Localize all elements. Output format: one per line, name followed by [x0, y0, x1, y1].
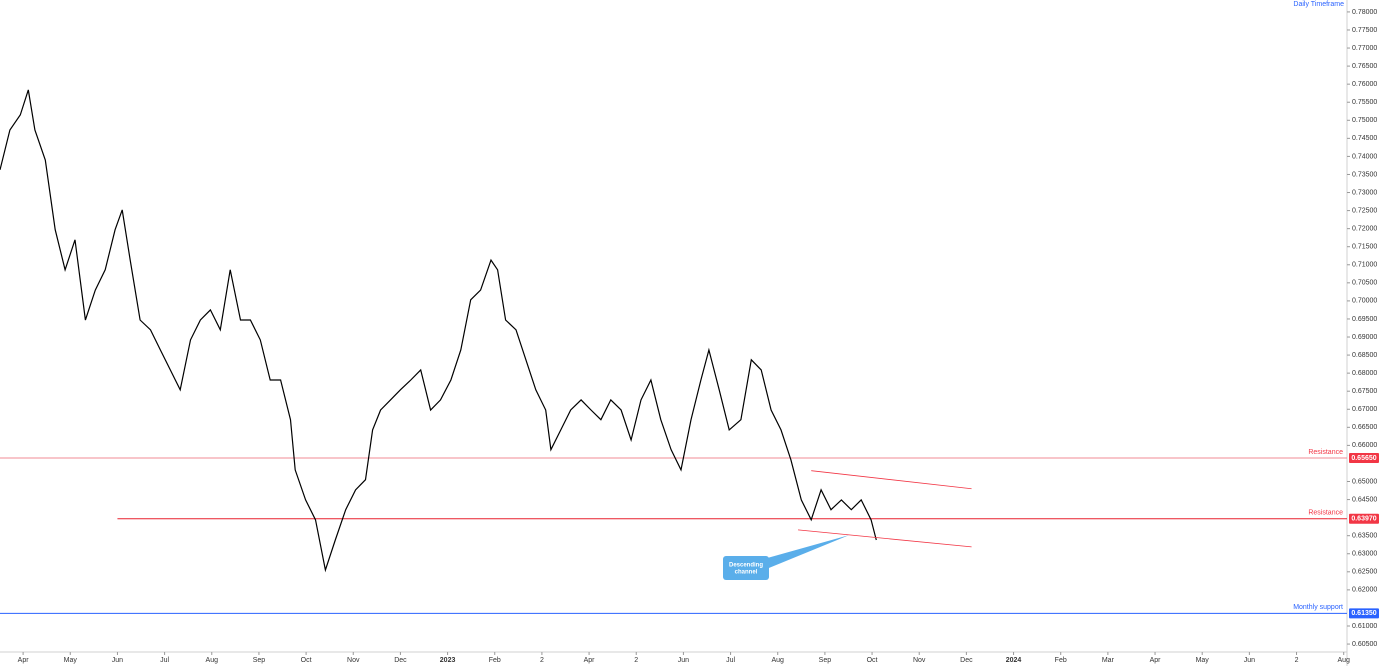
channel-line [797, 529, 972, 548]
x-tick-label: Nov [347, 657, 360, 664]
level-text: Resistance [1308, 449, 1343, 456]
x-tick-label: Feb [1055, 657, 1067, 664]
chart-title: Daily Timeframe [1293, 1, 1344, 8]
y-tick-label: 0.71000 [1352, 262, 1377, 269]
y-tick-label: 0.73500 [1352, 171, 1377, 178]
x-tick-label: 2 [540, 657, 544, 664]
price-tag-label: 0.65650 [1351, 455, 1376, 462]
price-tag-label: 0.63970 [1351, 516, 1376, 523]
y-tick-label: 0.73000 [1352, 189, 1377, 196]
y-tick-label: 0.71500 [1352, 244, 1377, 251]
price-tag-label: 0.61350 [1351, 610, 1376, 617]
x-tick-label: Jul [160, 657, 169, 664]
y-tick-label: 0.65000 [1352, 478, 1377, 485]
y-tick-label: 0.78000 [1352, 9, 1377, 16]
x-tick-label: Sep [253, 657, 266, 664]
y-tick-label: 0.66000 [1352, 442, 1377, 449]
x-tick-label: 2024 [1006, 657, 1022, 664]
y-tick-label: 0.68500 [1352, 352, 1377, 359]
y-tick-label: 0.62000 [1352, 587, 1377, 594]
x-tick-label: Dec [960, 657, 973, 664]
y-tick-label: 0.64500 [1352, 496, 1377, 503]
y-tick-label: 0.70000 [1352, 298, 1377, 305]
y-tick-label: 0.69500 [1352, 316, 1377, 323]
x-tick-label: 2 [634, 657, 638, 664]
x-tick-label: Jul [726, 657, 735, 664]
x-tick-label: May [64, 657, 78, 664]
x-tick-label: Feb [489, 657, 501, 664]
level-text: Resistance [1308, 510, 1343, 517]
y-tick-label: 0.68000 [1352, 370, 1377, 377]
x-tick-label: Apr [1150, 657, 1162, 664]
x-tick-label: Sep [819, 657, 832, 664]
level-text: Monthly support [1293, 604, 1343, 611]
x-tick-label: Aug [771, 657, 784, 664]
x-tick-label: Jun [112, 657, 123, 664]
y-tick-label: 0.72000 [1352, 225, 1377, 232]
y-tick-label: 0.60500 [1352, 641, 1377, 648]
price-tag [1349, 453, 1379, 464]
x-tick-label: Nov [913, 657, 926, 664]
y-tick-label: 0.76000 [1352, 81, 1377, 88]
y-tick-label: 0.76500 [1352, 63, 1377, 70]
y-tick-label: 0.77000 [1352, 45, 1377, 52]
x-tick-label: Apr [584, 657, 596, 664]
x-tick-label: Oct [867, 657, 878, 664]
callout-word: Descending [729, 562, 763, 568]
y-tick-label: 0.72500 [1352, 207, 1377, 214]
x-tick-label: Jun [678, 657, 689, 664]
y-tick-label: 0.61000 [1352, 623, 1377, 630]
y-tick-label: 0.63500 [1352, 533, 1377, 540]
y-tick-label: 0.67000 [1352, 406, 1377, 413]
y-tick-label: 0.75000 [1352, 117, 1377, 124]
x-tick-label: Mar [1102, 657, 1115, 664]
x-tick-label: Oct [301, 657, 312, 664]
callout-box [723, 556, 769, 580]
x-tick-label: Apr [18, 657, 30, 664]
y-tick-label: 0.70500 [1352, 280, 1377, 287]
x-tick-label: Aug [1337, 657, 1350, 664]
y-tick-label: 0.77500 [1352, 27, 1377, 34]
price-line [0, 89, 877, 573]
y-tick-label: 0.74500 [1352, 135, 1377, 142]
x-tick-label: Jun [1244, 657, 1255, 664]
y-tick-label: 0.74000 [1352, 153, 1377, 160]
y-tick-label: 0.63000 [1352, 551, 1377, 558]
callout-word: channel [735, 569, 758, 575]
callout-pointer [760, 534, 850, 570]
channel-line [811, 470, 972, 490]
y-tick-label: 0.66500 [1352, 424, 1377, 431]
price-tag [1349, 608, 1379, 619]
x-tick-label: Dec [394, 657, 407, 664]
y-tick-label: 0.62500 [1352, 569, 1377, 576]
y-tick-label: 0.75500 [1352, 99, 1377, 106]
x-tick-label: 2023 [440, 657, 456, 664]
x-tick-label: 2 [1295, 657, 1299, 664]
y-tick-label: 0.69000 [1352, 334, 1377, 341]
callout-text: Descending channel [729, 562, 763, 575]
x-tick-label: Aug [206, 657, 219, 664]
y-tick-label: 0.67500 [1352, 388, 1377, 395]
price-tag [1349, 513, 1379, 524]
x-tick-label: May [1196, 657, 1210, 664]
